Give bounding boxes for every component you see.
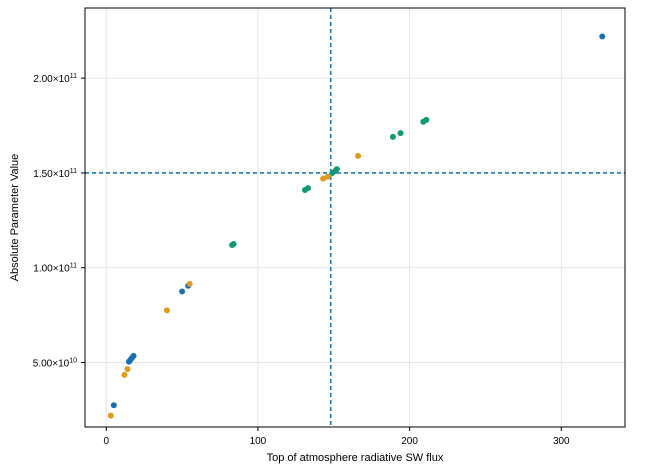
x-axis-ticks: 0 100 200 300 bbox=[103, 427, 570, 447]
y-tick-exponent: 11 bbox=[70, 263, 77, 270]
y-axis-title: Absolute Parameter Value bbox=[9, 154, 21, 282]
data-point bbox=[110, 402, 117, 409]
data-point bbox=[333, 166, 340, 173]
x-axis-title: Top of atmosphere radiative SW flux bbox=[267, 452, 444, 464]
y-tick-mantissa: 2.00×10 bbox=[33, 74, 70, 85]
reference-lines bbox=[85, 8, 625, 427]
y-tick-mantissa: 1.50×10 bbox=[33, 169, 70, 180]
y-tick-exponent: 11 bbox=[70, 73, 77, 80]
y-tick-label: 1.50×1011 bbox=[33, 168, 77, 180]
y-tick-mantissa: 5.00×10 bbox=[33, 359, 70, 370]
data-point bbox=[423, 116, 430, 123]
data-point bbox=[124, 366, 131, 373]
data-point bbox=[304, 185, 311, 192]
x-tick-label: 0 bbox=[103, 436, 109, 447]
x-tick-label: 200 bbox=[401, 436, 418, 447]
data-point bbox=[324, 173, 331, 180]
data-point bbox=[355, 152, 362, 159]
x-tick-label: 100 bbox=[250, 436, 267, 447]
data-point bbox=[186, 280, 193, 287]
grid-layer bbox=[85, 8, 625, 427]
data-points bbox=[107, 33, 606, 419]
data-point bbox=[130, 352, 137, 359]
data-point bbox=[230, 241, 237, 248]
data-point bbox=[163, 307, 170, 314]
data-point bbox=[121, 371, 128, 378]
y-tick-exponent: 11 bbox=[70, 168, 77, 175]
data-point bbox=[320, 175, 327, 182]
data-point bbox=[389, 133, 396, 140]
y-tick-label: 1.00×1011 bbox=[33, 263, 77, 275]
data-point bbox=[179, 288, 186, 295]
data-point bbox=[107, 412, 114, 419]
x-tick-label: 300 bbox=[553, 436, 570, 447]
y-tick-label: 2.00×1011 bbox=[33, 73, 77, 85]
y-tick-label: 5.00×1010 bbox=[33, 358, 77, 370]
y-tick-mantissa: 1.00×10 bbox=[33, 264, 70, 275]
data-point bbox=[397, 130, 404, 137]
plot-frame bbox=[84, 7, 626, 428]
y-tick-exponent: 10 bbox=[69, 358, 77, 365]
data-point bbox=[599, 33, 606, 40]
